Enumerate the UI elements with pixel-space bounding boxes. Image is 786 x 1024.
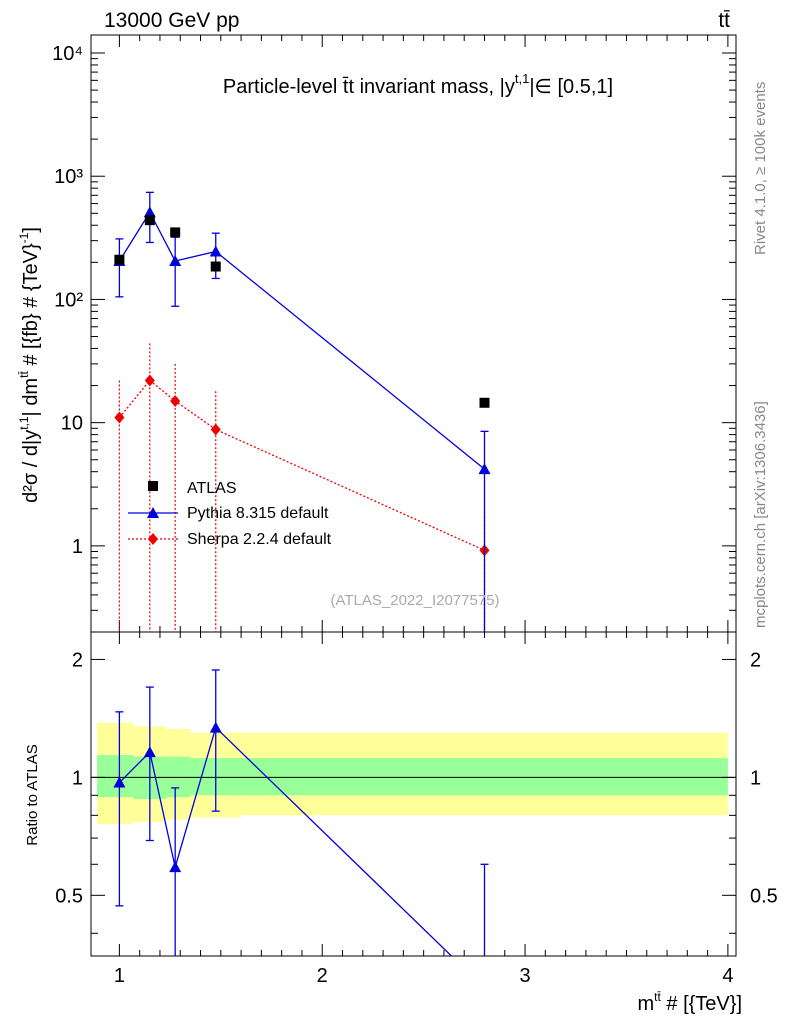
legend-atlas-marker bbox=[148, 481, 158, 491]
x-tick-label: 2 bbox=[317, 965, 328, 987]
mcplots-label: mcplots.cern.ch [arXiv:1306.3436] bbox=[752, 401, 769, 628]
ratio-pythia-point bbox=[209, 721, 222, 733]
band-inner bbox=[241, 758, 728, 796]
main-panel: 1 10 10² 10³ 10⁴ Particle-level t̄t invarian… bbox=[17, 34, 737, 633]
ratio-axes: 0.5 0.5 1 1 2 2 1 2 3 4 bbox=[55, 631, 778, 987]
band-inner bbox=[97, 755, 134, 798]
rivet-version-label: Rivet 4.1.0, ≥ 100k events bbox=[752, 81, 769, 255]
ratio-frame bbox=[90, 631, 737, 957]
sherpa-point bbox=[170, 394, 181, 407]
ratio-series bbox=[113, 669, 489, 956]
y-tick-label: 10² bbox=[54, 289, 83, 311]
atlas-point bbox=[170, 227, 181, 238]
legend-pythia-label: Pythia 8.315 default bbox=[187, 505, 329, 522]
y-tick-label: 10 bbox=[61, 413, 83, 435]
atlas-point bbox=[144, 215, 155, 226]
ratio-pythia-point bbox=[169, 861, 182, 873]
pythia-point bbox=[143, 206, 156, 218]
atlas-point bbox=[210, 261, 221, 272]
ratio-y-tick-label-right: 2 bbox=[750, 649, 761, 671]
ratio-pythia-point bbox=[113, 776, 126, 788]
legend: ATLAS Pythia 8.315 default Sherpa 2.2.4 … bbox=[128, 480, 332, 548]
y-tick-label: 1 bbox=[72, 536, 83, 558]
ratio-y-tick-label: 1 bbox=[72, 767, 83, 789]
header-process: 13000 GeV pp bbox=[104, 9, 239, 32]
ratio-y-tick-label-right: 0.5 bbox=[750, 885, 778, 907]
pythia-line bbox=[118, 210, 485, 470]
legend-sherpa-label: Sherpa 2.2.4 default bbox=[187, 531, 332, 548]
pythia-point bbox=[169, 255, 182, 267]
x-tick-label: 1 bbox=[114, 965, 125, 987]
legend-sherpa-marker bbox=[148, 533, 158, 545]
sherpa-point bbox=[144, 374, 155, 387]
plot-title: Particle-level t̄t invariant mass, |yt,1… bbox=[223, 71, 613, 98]
atlas-point bbox=[114, 254, 125, 265]
x-tick-label: 4 bbox=[722, 965, 733, 987]
legend-atlas-label: ATLAS bbox=[187, 480, 237, 497]
sherpa-point bbox=[210, 423, 221, 436]
sherpa-point bbox=[114, 411, 125, 424]
ratio-panel: 0.5 0.5 1 1 2 2 1 2 3 4 Ratio to ATLAS bbox=[24, 631, 778, 987]
x-tick-label: 3 bbox=[519, 965, 530, 987]
main-y-axis-label: d²σ / d|yt,1| dmtt̄ # [{fb} # {TeV}-1] bbox=[17, 227, 42, 503]
ratio-y-tick-label-right: 1 bbox=[750, 767, 761, 789]
sherpa-line bbox=[118, 379, 485, 551]
pythia-point bbox=[209, 245, 222, 257]
ratio-y-axis-label: Ratio to ATLAS bbox=[24, 744, 41, 845]
header-final-state: tt̄ bbox=[718, 9, 730, 32]
legend-pythia-marker bbox=[147, 507, 159, 518]
watermark-analysis-id: (ATLAS_2022_I2077575) bbox=[330, 592, 499, 609]
y-tick-label: 10⁴ bbox=[52, 43, 83, 65]
ratio-y-tick-label: 0.5 bbox=[55, 885, 83, 907]
y-tick-label: 10³ bbox=[54, 166, 83, 188]
ratio-pythia-point bbox=[143, 746, 156, 758]
ratio-y-tick-label: 2 bbox=[72, 649, 83, 671]
main-series bbox=[113, 191, 491, 632]
x-axis-label: mtt̄ # [{TeV}] bbox=[637, 990, 742, 1015]
atlas-point bbox=[479, 397, 490, 408]
pythia-point bbox=[478, 463, 491, 475]
